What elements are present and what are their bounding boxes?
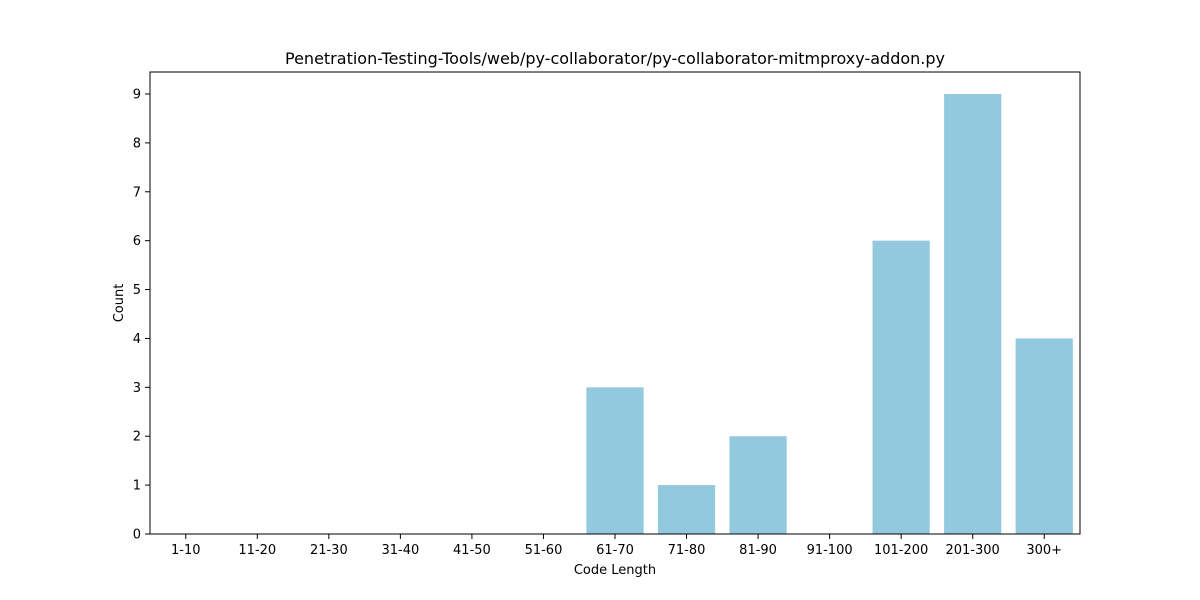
y-tick-label-2: 2 [133,430,141,445]
x-tick-label-71-80: 71-80 [668,543,706,558]
y-tick-label-1: 1 [133,479,141,494]
x-tick-label-201-300: 201-300 [946,543,1000,558]
bar-81-90 [729,436,787,534]
bar-101-200 [872,240,930,534]
x-tick-label-21-30: 21-30 [310,543,348,558]
y-tick-label-3: 3 [133,381,141,396]
y-tick-label-8: 8 [133,136,141,151]
bar-300+ [1015,338,1073,534]
y-tick-label-7: 7 [133,185,141,200]
x-tick-label-91-100: 91-100 [807,543,853,558]
y-tick-label-0: 0 [133,528,141,543]
chart-title: Penetration-Testing-Tools/web/py-collabo… [285,49,945,68]
x-tick-label-61-70: 61-70 [596,543,634,558]
plot-frame [149,71,1081,535]
x-tick-label-81-90: 81-90 [739,543,777,558]
x-tick-label-300+: 300+ [1026,543,1062,558]
y-axis-label: Count [112,284,127,323]
bar-71-80 [657,485,716,534]
x-tick-label-41-50: 41-50 [453,543,491,558]
x-tick-label-1-10: 1-10 [171,543,201,558]
y-tick-label-4: 4 [133,332,141,347]
y-tick-label-9: 9 [133,88,141,103]
y-axis: 0 1 2 3 4 5 6 7 8 9 [133,88,150,543]
x-tick-label-51-60: 51-60 [525,543,563,558]
x-tick-label-101-200: 101-200 [874,543,928,558]
x-tick-label-11-20: 11-20 [238,543,276,558]
bar-61-70 [586,387,644,534]
x-axis-label: Code Length [574,563,656,578]
y-tick-label-6: 6 [133,234,141,249]
y-tick-label-5: 5 [133,283,141,298]
x-axis: 1-10 11-20 21-30 31-40 41-50 51-60 61-70 71-80 8… [171,534,1062,558]
bars-group [586,94,1073,534]
x-tick-label-31-40: 31-40 [381,543,419,558]
bar-201-300 [944,94,1002,534]
